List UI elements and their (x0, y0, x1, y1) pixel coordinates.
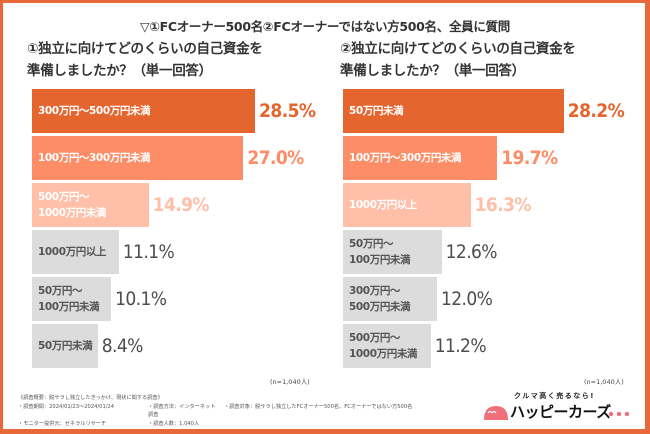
elephant-icon (484, 406, 508, 420)
bar: 100万円～300万円未満 (32, 136, 244, 180)
bar-chart-non-owners: 50万円未満 28.2% 100万円～300万円未満 19.7% 1000万円以上 16.… (343, 89, 643, 379)
survey-footer: 《調査概要：脱サラし独立したきっかけ、現状に関する調査》 ・調査期間：2024/… (18, 394, 412, 428)
bar-category-label: 50万円未満 (349, 105, 404, 117)
bar-category-label: 500万円～ 1000万円未満 (38, 191, 107, 219)
bar-value-label: 16.3% (474, 194, 532, 216)
bar-category-label: 100万円～300万円未満 (38, 152, 151, 164)
bar-category-label: 500万円～ 1000万円未満 (349, 332, 418, 360)
survey-provider: ・モニター提供元：ゼネラルリサーチ (18, 420, 107, 427)
bar: 50万円～ 100万円未満 (32, 277, 112, 321)
survey-target: ・調査対象：脱サラし独立したFCオーナー500名、FCオーナーではない方500名 (224, 403, 413, 410)
bar-value-label: 8.4% (101, 335, 144, 357)
bar-category-label: 50万円～ 100万円未満 (349, 238, 411, 266)
chart-title-non-owners: ②独立に向けてどのくらいの自己資金を 準備しましたか？（単一回答） (340, 41, 576, 79)
bar-value-label: 19.7% (501, 147, 558, 169)
bar-category-label: 1000万円以上 (38, 246, 107, 258)
headline: ▽①FCオーナー500名②FCオーナーではない方500名、全員に質問 (140, 19, 510, 34)
bar: 50万円未満 (32, 324, 98, 368)
bar: 300万円～500万円未満 (32, 89, 256, 133)
bar: 50万円未満 (343, 89, 564, 133)
bar-category-label: 100万円～300万円未満 (349, 152, 462, 164)
brand-logo: クルマ高く売るなら! ハッピーカーズ (478, 388, 638, 424)
bar-category-label: 300万円～ 500万円未満 (349, 285, 411, 313)
bar-category-label: 50万円未満 (38, 340, 93, 352)
bar-category-label: 50万円～ 100万円未満 (38, 285, 100, 313)
bar: 100万円～300万円未満 (343, 136, 498, 180)
logo-name: ハッピーカーズ (510, 403, 611, 421)
bar-chart-owners: 300万円～500万円未満 28.5% 100万円～300万円未満 27.0% 500万… (32, 89, 332, 379)
bar-value-label: 12.0% (440, 288, 493, 310)
bar: 500万円～ 1000万円未満 (32, 183, 149, 227)
bar-value-label: 28.2% (567, 100, 625, 122)
bar: 500万円～ 1000万円未満 (343, 324, 431, 368)
survey-period: ・調査期間：2024/01/23～2024/01/24 (18, 403, 115, 410)
bar: 1000万円以上 (32, 230, 119, 274)
sample-size-note-non-owners: (n=1,040人) (584, 378, 624, 386)
bar: 300万円～ 500万円未満 (343, 277, 437, 321)
survey-method: ・調査方法：インターネット調査 (148, 403, 216, 419)
bar-value-label: 10.1% (115, 288, 167, 310)
bar-value-label: 11.2% (434, 335, 487, 357)
chart-title-owners: ①独立に向けてどのくらいの自己資金を 準備しましたか？（単一回答） (27, 41, 263, 79)
bar-value-label: 28.5% (259, 100, 316, 122)
bar-value-label: 14.9% (152, 194, 210, 216)
bar-value-label: 12.6% (445, 241, 498, 263)
sample-size-note-owners: (n=1,040人) (270, 378, 310, 386)
bar-value-label: 27.0% (247, 147, 304, 169)
logo-tagline: クルマ高く売るなら! (514, 392, 595, 400)
bar-category-label: 300万円～500万円未満 (38, 105, 151, 117)
survey-count: ・調査人数：1,040人 (148, 420, 200, 427)
bar-category-label: 1000万円以上 (349, 199, 418, 211)
bar: 50万円～ 100万円未満 (343, 230, 442, 274)
bar: 1000万円以上 (343, 183, 471, 227)
logo-dots-icon (608, 411, 630, 417)
survey-summary: 《調査概要：脱サラし独立したきっかけ、現状に関する調査》 (18, 395, 163, 401)
bar-value-label: 11.1% (122, 241, 175, 263)
